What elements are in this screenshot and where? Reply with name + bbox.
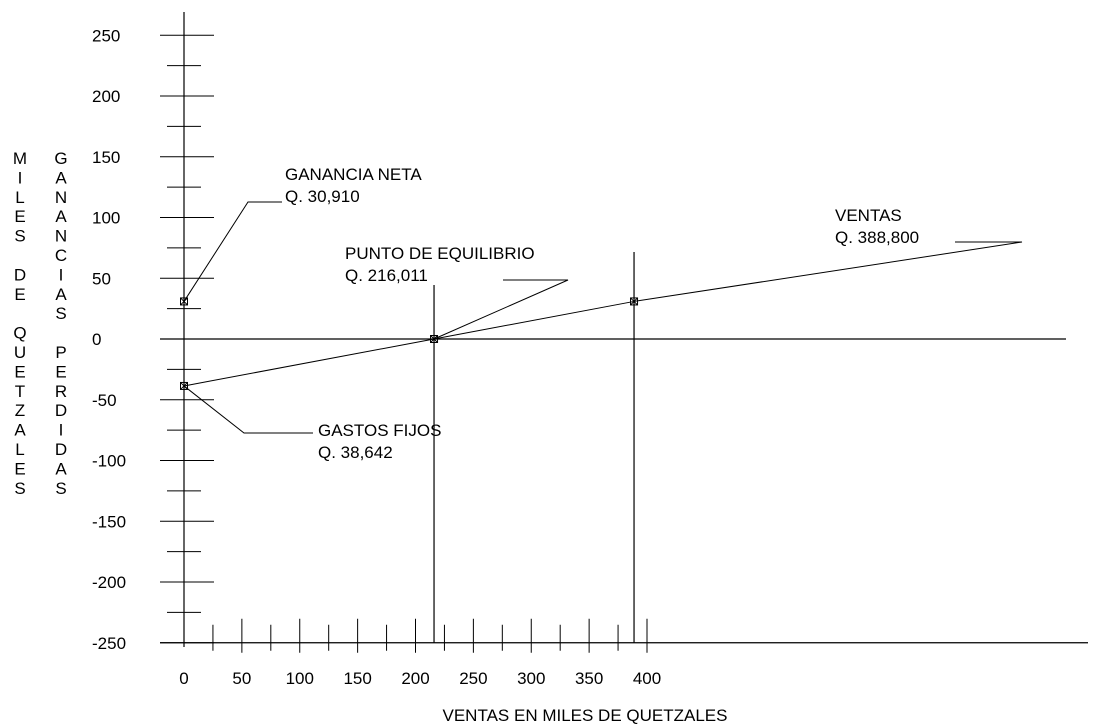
y-axis-label-inner-char: D [55,401,67,420]
y-tick-label: 0 [92,330,101,349]
annotation-ganancia-title: GANANCIA NETA [285,165,422,184]
y-axis-label-outer-char: M [13,149,27,168]
x-tick-label: 200 [401,669,429,688]
y-axis-label-outer-char: S [14,479,25,498]
y-axis-label-outer-char: I [18,168,23,187]
x-tick-label: 100 [286,669,314,688]
y-axis-label-inner-char: N [55,188,67,207]
y-tick-label: 50 [92,269,111,288]
y-tick-label: -250 [92,634,126,653]
y-axis-label-outer-char: Q [13,324,26,343]
y-axis-label-outer-char: U [14,343,26,362]
y-tick-label: -150 [92,512,126,531]
x-tick-label: 150 [343,669,371,688]
annotation-ventas-value: Q. 388,800 [835,228,919,247]
data-point-marker [180,297,188,306]
y-axis-label-inner-char: C [55,246,67,265]
leader-ganancia [183,201,282,302]
y-axis-label-inner-char: I [59,421,64,440]
y-axis-label-inner-char: N [55,227,67,246]
x-tick-label: 350 [575,669,603,688]
annotation-gastos-title: GASTOS FIJOS [318,421,441,440]
y-axis-label-outer-char: S [14,227,25,246]
y-axis-label-outer-char: E [14,459,25,478]
data-point-marker [430,335,439,343]
x-axis-label: VENTAS EN MILES DE QUETZALES [443,706,728,725]
y-tick-label: 250 [92,26,120,45]
annotation-gastos-value: Q. 38,642 [318,443,393,462]
y-axis-label-inner-char: P [55,343,66,362]
label-layer: VENTAS EN MILES DE QUETZALES MILESDEQUET… [13,149,728,725]
y-axis-label-inner-char: G [54,149,67,168]
leader-ventas [633,241,1023,302]
y-tick-label: 150 [92,148,120,167]
data-point-marker [180,381,188,390]
data-point-marker [630,297,639,306]
y-axis-label-outer-char: D [14,265,26,284]
y-axis-label-inner-char: A [55,459,67,478]
y-axis-label-outer-char: E [14,285,25,304]
x-tick-label: 300 [517,669,545,688]
x-tick-label: 0 [179,669,188,688]
y-axis-label-inner-char: R [55,382,67,401]
y-axis-label-outer-char: E [14,362,25,381]
annotation-equilibrio-value: Q. 216,011 [345,266,428,285]
y-axis-label-outer-char: Z [15,401,25,420]
y-axis-label-outer-char: T [15,382,25,401]
y-tick-label: -50 [92,391,117,410]
annotation-equilibrio-title: PUNTO DE EQUILIBRIO [345,244,535,263]
y-axis-label-outer-char: L [15,440,24,459]
y-axis-label-inner-char: A [55,168,67,187]
y-tick-label: -200 [92,573,126,592]
profit-line [183,300,635,387]
annotation-ventas-title: VENTAS [835,206,902,225]
y-tick-label: 200 [92,87,120,106]
y-axis-label-outer-char: A [14,421,26,440]
annotation-layer: GANANCIA NETA Q. 30,910 PUNTO DE EQUILIB… [183,165,1023,462]
axes-layer: 250 200 150 100 50 0 -50 -100 -150 -200 -250 0 50 100… [92,12,1088,688]
x-tick-label: 400 [633,669,661,688]
y-axis-label-outer-char: E [14,207,25,226]
x-tick-label: 250 [459,669,487,688]
y-axis-label-inner-char: E [55,362,66,381]
y-axis-label-inner-char: A [55,285,67,304]
y-axis-label-inner-char: S [55,479,66,498]
x-tick-label: 50 [232,669,251,688]
leader-equilibrio [433,279,569,340]
y-tick-label: -100 [92,452,126,471]
y-tick-label: 100 [92,209,120,228]
data-layer [180,297,639,390]
leader-gastos [183,385,313,434]
y-axis-label-inner-char: D [55,440,67,459]
y-axis-label-inner-char: I [59,265,64,284]
y-axis-label-inner-char: S [55,304,66,323]
y-axis-label-inner-char: A [55,207,67,226]
y-axis-label-outer-char: L [15,188,24,207]
annotation-ganancia-value: Q. 30,910 [285,187,360,206]
